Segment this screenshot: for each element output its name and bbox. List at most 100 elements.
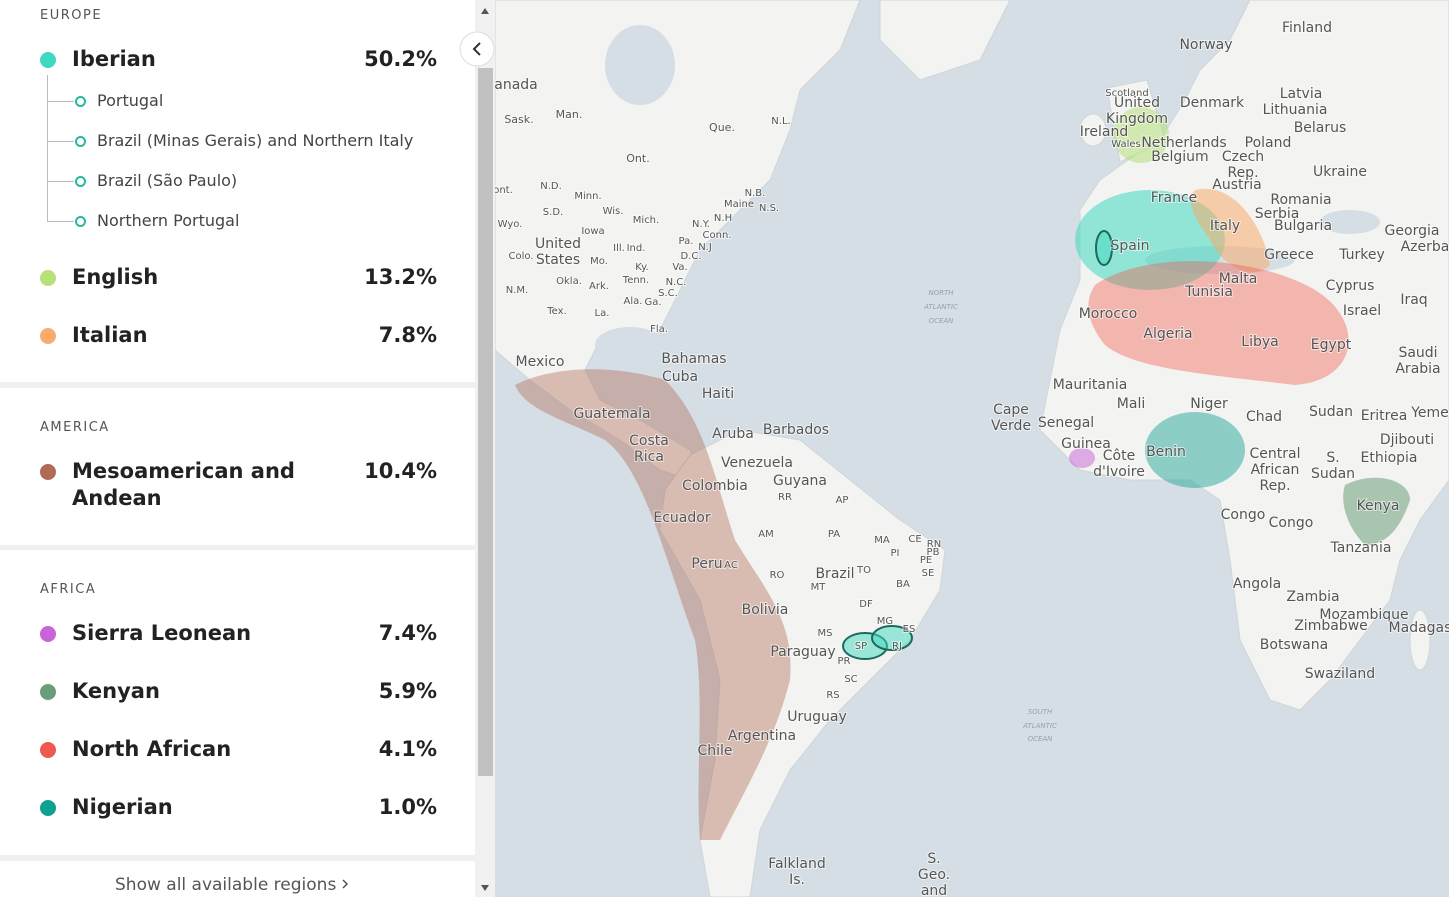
region-percent: 50.2% [364,47,437,71]
region-dot [40,742,56,758]
map-label: United [1114,95,1160,111]
map-label: Conn. [703,230,732,241]
map-label: Niger [1190,396,1228,412]
map-label: Mich. [633,215,659,226]
map-label: Congo [1269,515,1314,531]
map-label: Cape [993,402,1029,418]
map-label: AP [836,495,849,506]
map-label: RN [927,539,941,550]
region-percent: 7.8% [378,323,437,347]
region-name[interactable]: Kenyan [72,679,160,703]
map-label: Mozambique [1319,607,1408,623]
map-label: S. [1326,450,1339,466]
subregion-name[interactable]: Northern Portugal [97,211,240,230]
region-percent: 5.9% [378,679,437,703]
map-label: SP [855,641,867,652]
map-label: Sask. [504,113,533,126]
map-label: ATLANTIC [1022,722,1057,730]
region-name[interactable]: Mesoamerican and Andean [72,459,295,510]
map-label: Minn. [574,191,601,202]
region-percent: 4.1% [378,737,437,761]
map-label: Tanzania [1330,540,1392,556]
map-label: Venezuela [721,455,793,471]
map-label: Barbados [763,422,829,438]
map-label: Morocco [1079,306,1138,322]
map-label: Chile [697,743,732,759]
region-name[interactable]: Nigerian [72,795,173,819]
map-label: Czech [1222,149,1264,165]
collapse-button[interactable] [459,31,495,67]
region-name[interactable]: Italian [72,323,148,347]
map-label: Guatemala [573,406,650,422]
map-label: Geo. [918,867,950,883]
map-label: Azerba [1401,239,1449,255]
map-label: Côte [1103,448,1135,464]
map-label: Angola [1233,576,1281,592]
map-label: Saudi [1398,345,1437,361]
tree-branch [47,101,74,142]
subregion-name[interactable]: Portugal [97,91,164,110]
map-label: States [536,252,580,268]
map-label: Tenn. [622,275,649,286]
map-label: anada [495,77,538,93]
region-name[interactable]: Sierra Leonean [72,621,252,645]
map-label: Ind. [627,243,646,254]
map-label: Spain [1110,238,1149,254]
show-all-link[interactable]: Show all available regions [115,875,350,895]
map-label: Madagas [1389,620,1449,636]
region-name[interactable]: Iberian [72,47,156,71]
map-label: CE [908,534,921,545]
footer: Show all available regions [0,861,475,897]
map-label: SC [844,674,857,685]
map-label: RS [826,690,839,701]
subregion-name[interactable]: Brazil (São Paulo) [97,171,238,190]
map-label: Guyana [773,473,827,489]
map-label: Ga. [644,297,661,308]
map-label: Lithuania [1263,102,1328,118]
map-label: France [1151,190,1198,206]
map-label: N.B. [745,188,766,199]
map-label: PR [838,656,851,667]
map-label: PB [927,547,940,558]
map-label: Finland [1282,20,1332,36]
map-label: Mauritania [1053,377,1128,393]
region-section: AFRICA Sierra Leonean 7.4% Kenyan 5.9% North … [0,550,475,855]
map-label: PE [920,555,932,566]
map-label: NORTH [928,289,954,297]
map-label: Falkland [768,856,826,872]
map-label: Cyprus [1326,278,1375,294]
map-label: Haiti [702,386,734,402]
map-label: MG [877,616,893,627]
region-dot [40,328,56,344]
region-dot [40,270,56,286]
map-label: Is. [789,872,805,888]
map-label: Verde [991,418,1031,434]
map-label: Kenya [1357,498,1400,514]
map-label: AM [758,529,773,540]
map-label: RR [778,492,792,503]
map-label: PA [828,529,840,540]
map-label: OCEAN [1028,735,1054,743]
scrollbar[interactable] [476,0,496,897]
subregion-dot [75,136,86,147]
map-label: Latvia [1280,86,1323,102]
section-title: EUROPE [40,8,103,23]
subregion-name[interactable]: Brazil (Minas Gerais) and Northern Italy [97,131,414,150]
region-name[interactable]: English [72,265,159,289]
map-label: Peru [691,556,722,572]
map-label: Ukraine [1313,164,1367,180]
map-label: ont. [495,185,513,196]
map-label: N.L. [771,116,790,127]
map-label: N.H [714,213,732,224]
region-percent: 7.4% [378,621,437,645]
map-label: Ethiopia [1360,450,1417,466]
section-title: AMERICA [40,420,110,435]
map-label: Brazil [815,566,854,582]
map-label: Wyo. [498,219,523,230]
map-label: Italy [1210,218,1240,234]
map-label: Norway [1179,37,1232,53]
region-name[interactable]: North African [72,737,232,761]
region-section: EUROPE Iberian 50.2% Portugal Brazil (Minas … [0,0,475,382]
map-label: DF [859,599,873,610]
